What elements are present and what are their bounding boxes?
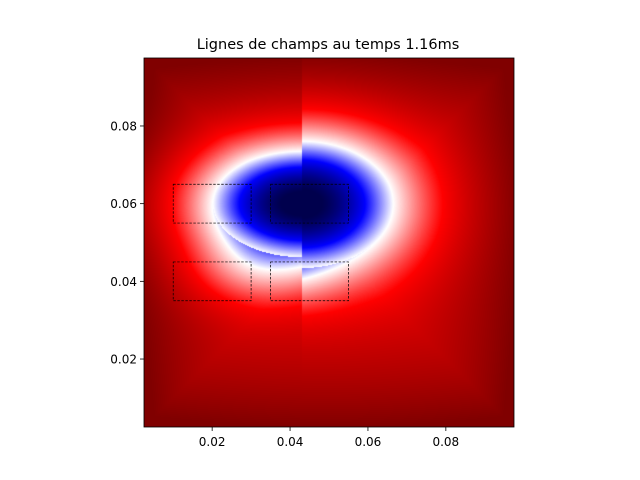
x-tick-label: 0.08	[432, 435, 459, 449]
x-tick-label: 0.02	[199, 435, 226, 449]
x-tick-label: 0.04	[277, 435, 304, 449]
rect-bottom-right	[270, 261, 349, 302]
chart-title: Lignes de champs au temps 1.16ms	[197, 37, 460, 53]
rect-top-right	[270, 183, 349, 224]
heatmap-image	[144, 58, 514, 427]
dashed-rectangles	[172, 183, 349, 302]
x-axis: 0.02 0.04 0.06 0.08	[199, 427, 459, 449]
x-tick-label: 0.06	[355, 435, 382, 449]
y-axis: 0.02 0.04 0.06 0.08	[110, 119, 144, 367]
plot-area	[143, 57, 515, 428]
plot-frame	[143, 57, 515, 428]
rect-bottom-left	[172, 261, 252, 302]
y-tick-label: 0.04	[110, 275, 137, 289]
rect-top-left	[172, 183, 252, 224]
y-tick-label: 0.08	[110, 119, 137, 133]
y-tick-label: 0.06	[110, 197, 137, 211]
y-tick-label: 0.02	[110, 353, 137, 367]
